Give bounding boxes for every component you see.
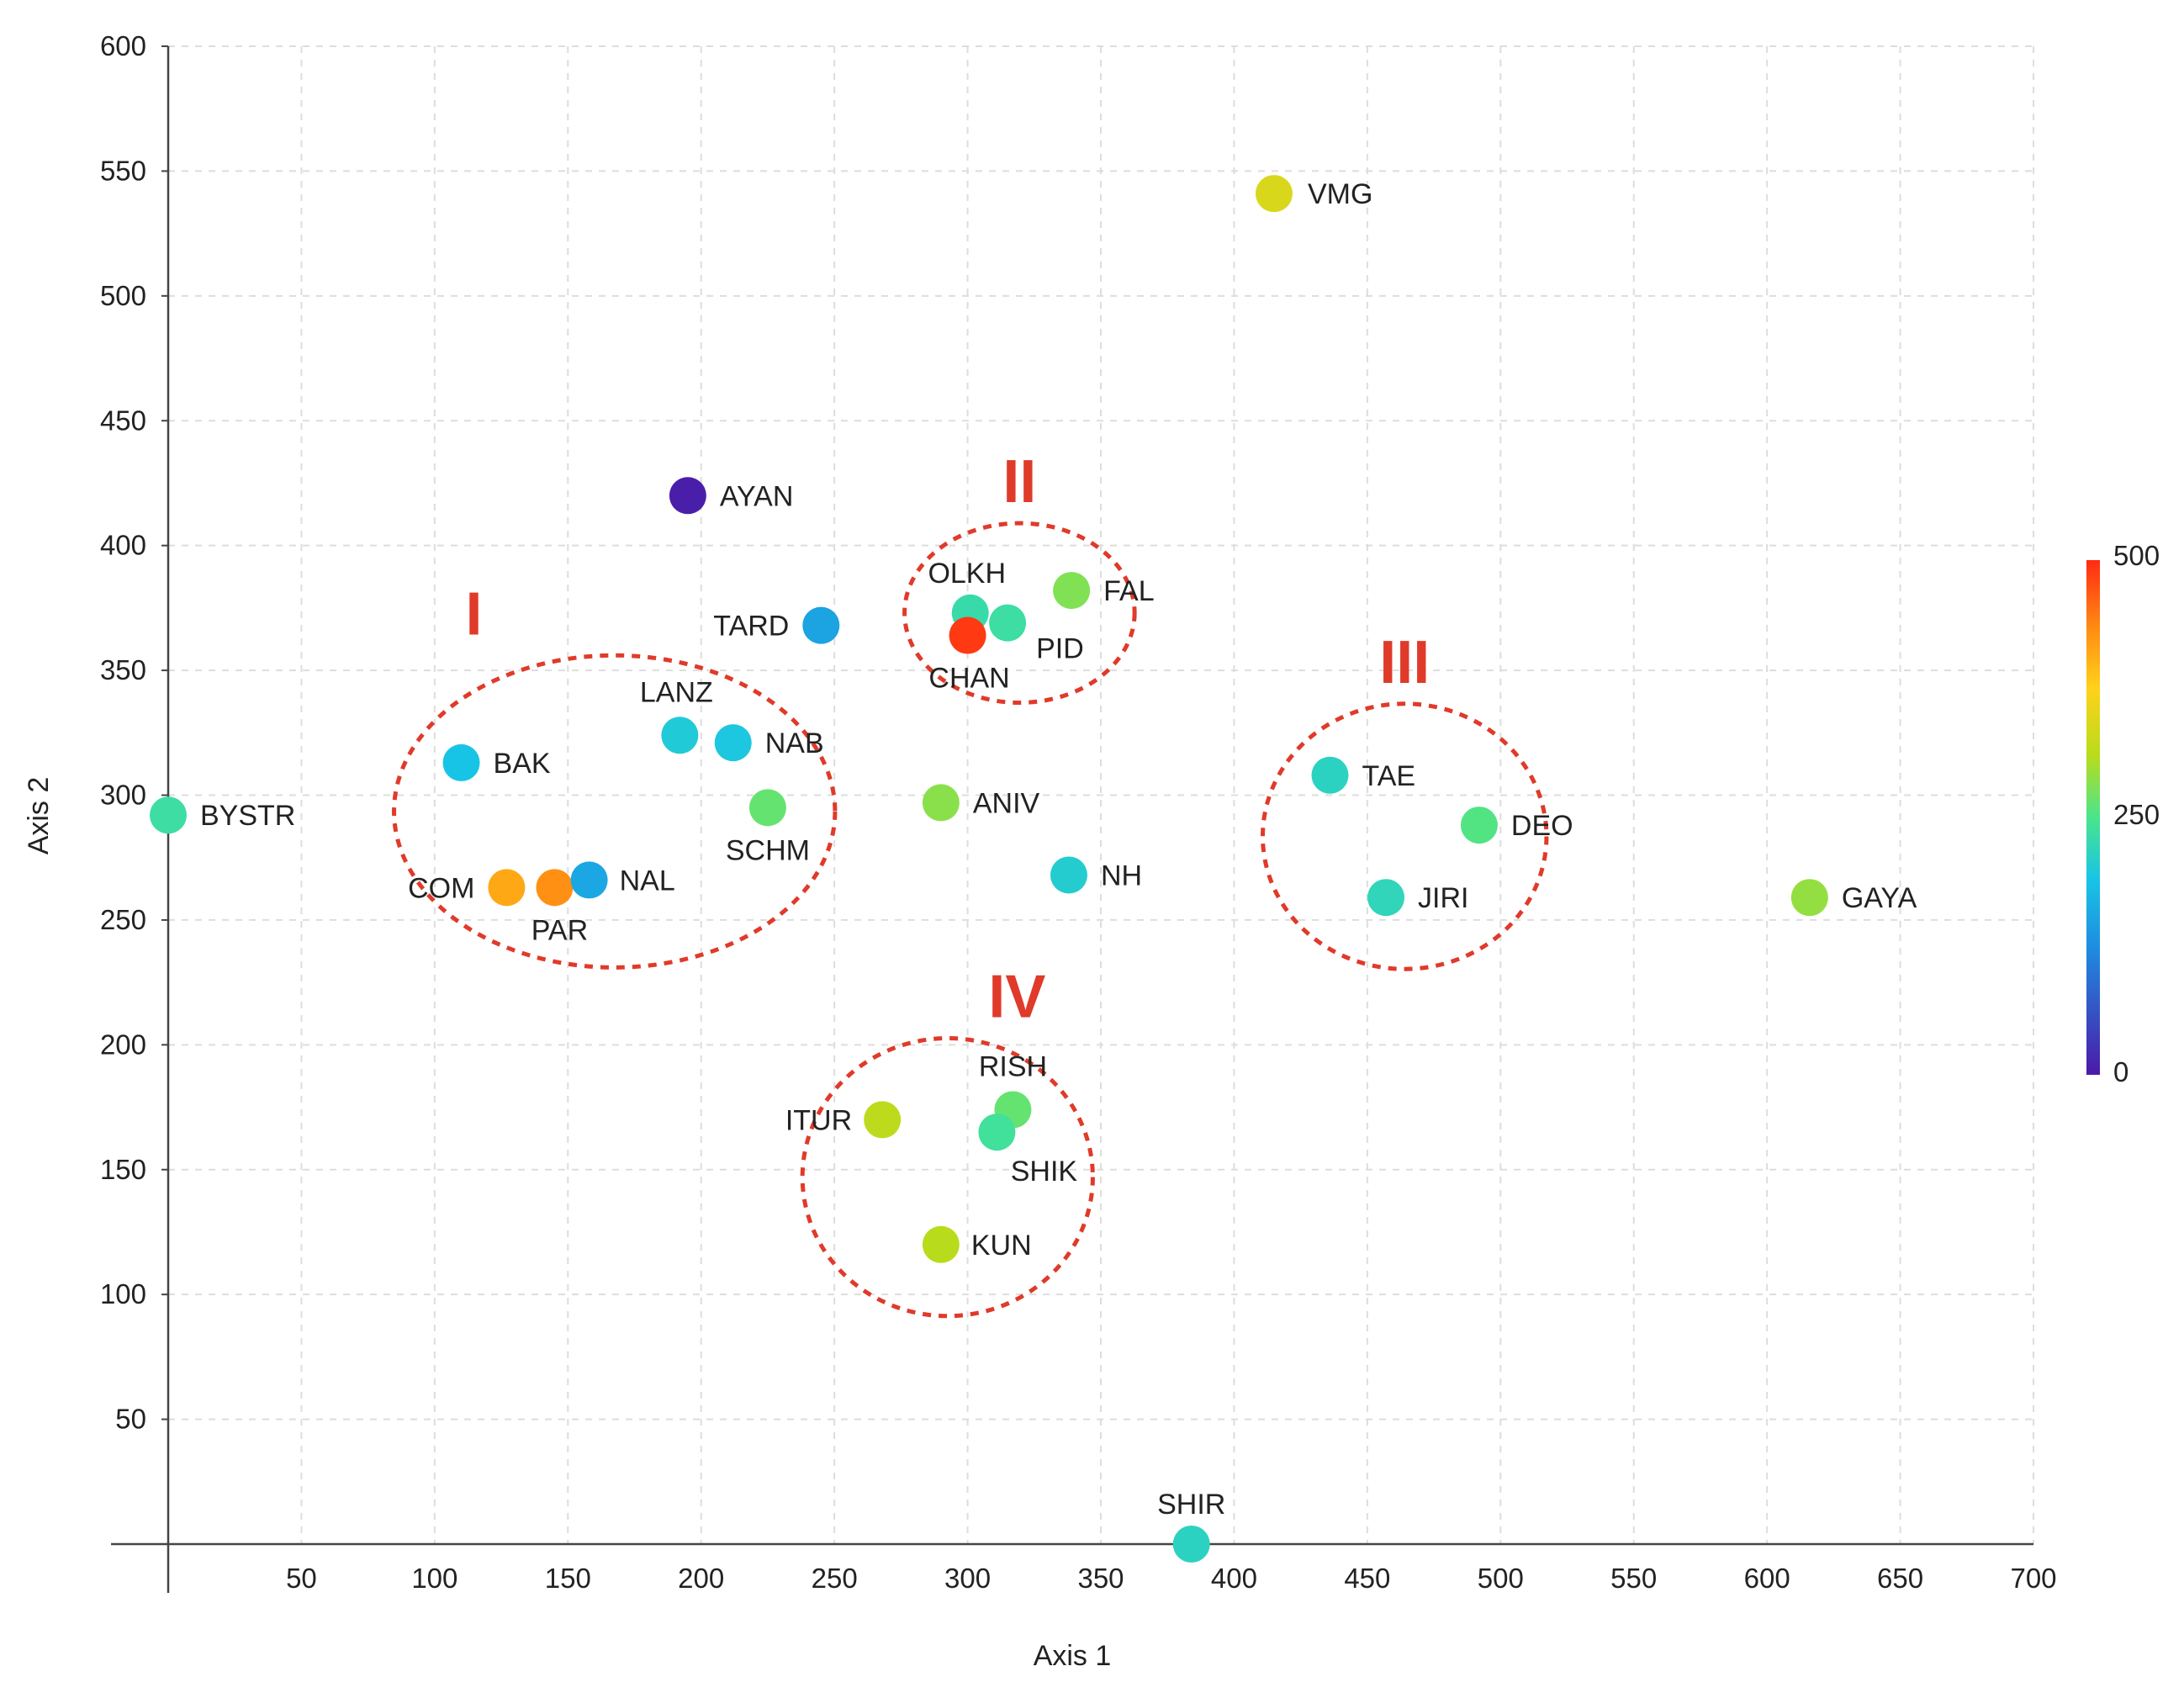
cluster-outline-ii [902,521,1137,706]
point-label: CHAN [928,663,1009,695]
cluster-label: III [1379,629,1430,696]
data-point-aniv [922,784,960,822]
x-tick-label: 150 [545,1563,591,1594]
y-tick-label: 50 [115,1404,146,1435]
data-point-tard [802,606,840,644]
colorbar: 500 250 0 [2086,540,2160,1087]
x-tick-label: 50 [286,1563,317,1594]
point-labels: VMG AYAN TARD OLKH PID CHAN FAL LANZ NAB BAK SCHM B… [200,178,1917,1521]
point-label: TAE [1362,760,1415,792]
point-label: JIRI [1418,882,1468,914]
cluster-outline-iv [800,1036,1095,1319]
colorbar-min-label: 0 [2113,1056,2128,1087]
x-tick-label: 450 [1344,1563,1390,1594]
point-label: ANIV [973,787,1040,819]
point-label: SCHM [726,834,810,866]
data-point-pid [989,604,1027,642]
point-label: VMG [1308,178,1372,210]
x-tick-label: 700 [2010,1563,2056,1594]
data-point-nal [570,861,608,899]
point-label: PID [1036,633,1084,665]
data-point-ayan [669,477,706,515]
x-tick-label: 300 [944,1563,991,1594]
point-label: NH [1101,860,1142,891]
x-tick-label: 650 [1877,1563,1923,1594]
cluster-label: IV [988,964,1045,1031]
data-point-gaya [1790,879,1828,917]
y-tick-label: 400 [100,530,146,561]
x-tick-label: 350 [1077,1563,1124,1594]
data-point-deo [1460,807,1498,844]
point-label: NAB [765,727,824,759]
data-point-chan [949,616,986,654]
x-tick-label: 100 [411,1563,457,1594]
data-point-par [536,869,574,907]
point-label: LANZ [640,676,713,708]
point-label: GAYA [1842,882,1917,914]
point-label: TARD [713,611,789,643]
data-point-lanz [661,717,699,754]
data-point-com [488,869,526,907]
y-tick-label: 300 [100,780,146,811]
y-tick-label: 350 [100,654,146,685]
y-tick-label: 150 [100,1154,146,1185]
cluster-outline-i [392,653,838,970]
data-point-kun [922,1225,960,1263]
point-label: AYAN [720,480,794,512]
point-label: BYSTR [200,800,295,832]
point-label: RISH [979,1051,1047,1083]
data-points [150,175,1828,1563]
y-tick-label: 100 [100,1278,146,1309]
data-point-schm [748,789,786,827]
data-point-bystr [150,796,187,834]
point-label: FAL [1103,575,1154,607]
colorbar-mid-label: 250 [2113,799,2160,830]
data-point-vmg [1255,175,1293,213]
x-tick-label: 200 [678,1563,724,1594]
x-tick-label: 250 [812,1563,858,1594]
data-point-nab [714,724,752,762]
point-label: OLKH [928,558,1006,590]
colorbar-gradient [2086,560,2100,1075]
x-tick-label: 500 [1478,1563,1524,1594]
data-point-fal [1053,572,1091,610]
point-label: PAR [531,914,588,946]
point-label: NAL [620,865,675,897]
x-axis-title: Axis 1 [1034,1640,1112,1672]
colorbar-max-label: 500 [2113,540,2160,571]
cluster-label: I [466,580,483,648]
cluster-outline-iii [1260,701,1549,971]
x-tick-label: 400 [1211,1563,1257,1594]
point-label: BAK [494,748,551,780]
point-label: ITUR [785,1104,852,1136]
point-label: SHIR [1157,1489,1225,1521]
y-tick-label: 250 [100,904,146,935]
y-axis-title: Axis 2 [23,777,55,855]
data-point-itur [864,1101,902,1139]
x-tick-label: 550 [1610,1563,1657,1594]
point-label: SHIK [1011,1156,1078,1188]
y-tick-label: 450 [100,405,146,436]
data-point-bak [442,743,480,781]
data-point-jiri [1367,879,1405,917]
y-tick-label: 200 [100,1029,146,1060]
cluster-label: II [1002,448,1036,516]
point-label: KUN [971,1230,1032,1262]
axes: 50 100 150 200 250 300 350 400 450 500 550 600 650 70… [100,30,2057,1594]
y-tick-label: 500 [100,280,146,311]
x-tick-label: 600 [1744,1563,1790,1594]
point-label: COM [408,872,474,904]
gridlines [168,45,2034,1544]
point-label: DEO [1511,810,1573,842]
data-point-tae [1311,756,1349,794]
data-point-nh [1050,856,1087,894]
y-tick-label: 550 [100,155,146,186]
data-point-shir [1172,1526,1210,1563]
data-point-shik [978,1113,1016,1151]
y-tick-label: 600 [100,30,146,61]
